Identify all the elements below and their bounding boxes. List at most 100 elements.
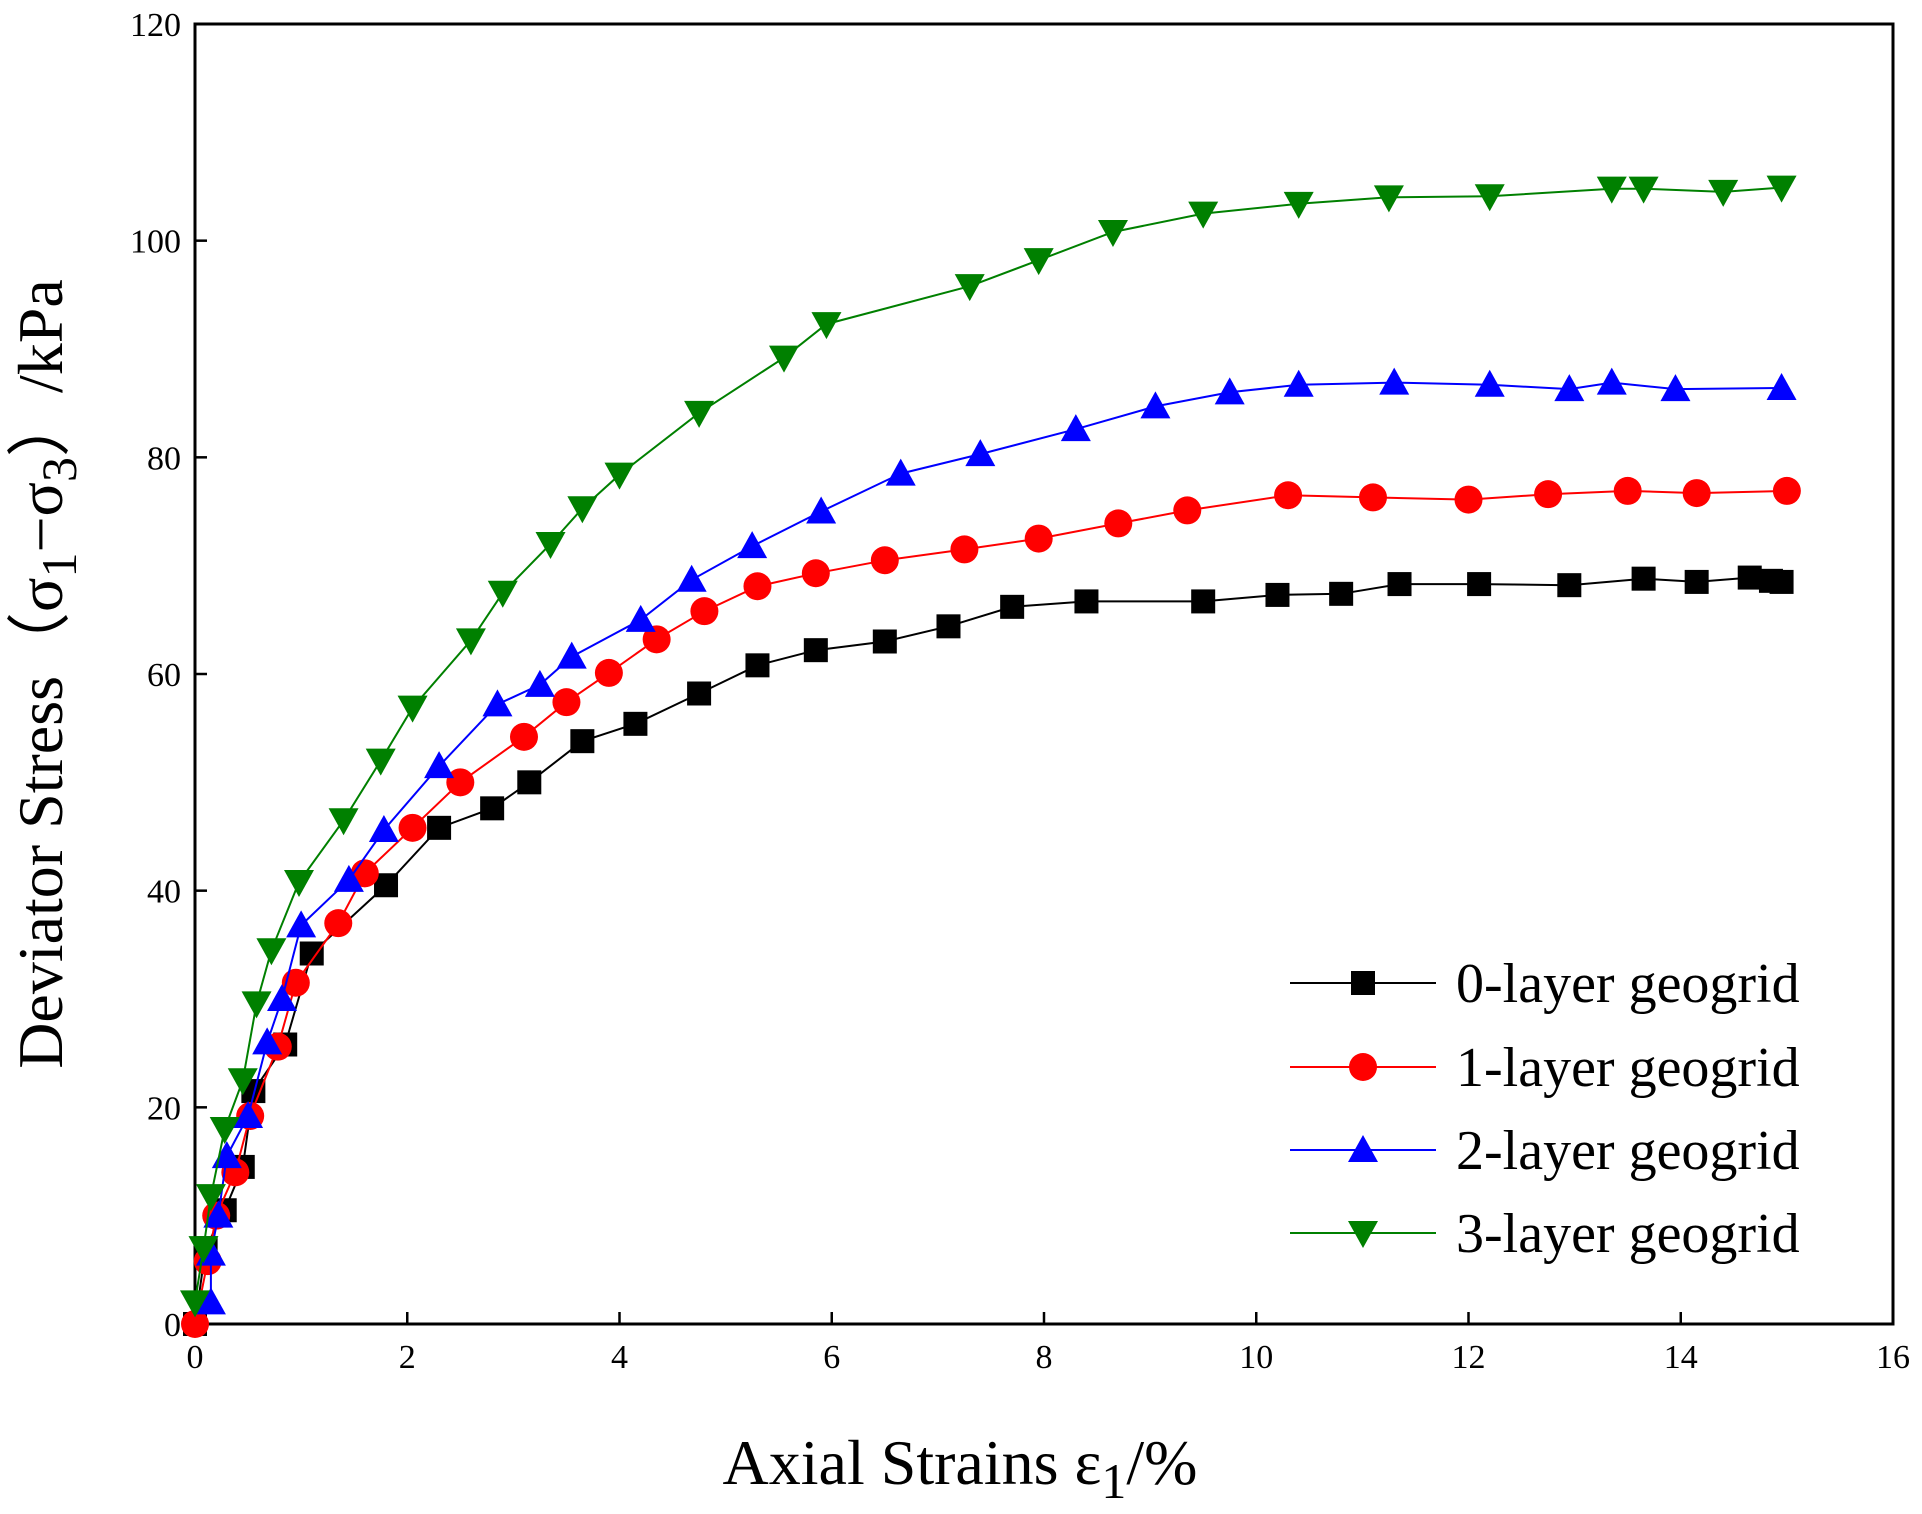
data-point	[365, 748, 396, 776]
data-point	[1631, 566, 1656, 591]
legend-label: 2-layer geogrid	[1456, 1120, 1800, 1182]
data-point	[1769, 569, 1794, 594]
data-point	[1060, 414, 1091, 442]
data-point	[684, 400, 715, 428]
data-point	[1554, 374, 1585, 402]
data-point	[195, 1287, 226, 1315]
data-point	[1191, 589, 1216, 614]
series-2-layer-geogrid	[195, 367, 1797, 1315]
data-point	[768, 345, 799, 373]
data-point	[1265, 582, 1290, 607]
data-point	[1534, 480, 1563, 509]
data-point	[1628, 176, 1659, 204]
y-axis-title: Deviator Stress（σ1−σ3）/kPa	[5, 279, 87, 1069]
y-tick-label: 20	[147, 1090, 181, 1127]
data-point	[1214, 377, 1245, 405]
data-point	[427, 815, 452, 840]
data-point	[1274, 481, 1303, 510]
data-point	[1596, 367, 1627, 395]
data-point	[1173, 496, 1202, 525]
data-point	[965, 439, 996, 467]
legend-label: 3-layer geogrid	[1456, 1203, 1800, 1265]
series-line	[194, 186, 1782, 1303]
data-point	[801, 559, 830, 588]
x-tick-label: 12	[1452, 1339, 1486, 1376]
legend-item: 3-layer geogrid	[1290, 1203, 1800, 1265]
data-point	[737, 531, 768, 559]
data-point	[324, 909, 353, 938]
data-point	[567, 496, 598, 524]
data-point	[1283, 369, 1314, 397]
data-point	[1000, 594, 1025, 619]
legend-label: 0-layer geogrid	[1456, 953, 1800, 1015]
data-point	[1373, 185, 1404, 213]
data-point	[623, 711, 648, 736]
data-point	[950, 535, 979, 564]
data-point	[745, 653, 770, 678]
y-tick-label: 40	[147, 874, 181, 911]
x-tick-label: 14	[1664, 1339, 1698, 1376]
data-point	[1358, 483, 1387, 512]
data-point	[811, 312, 842, 340]
legend-item: 2-layer geogrid	[1290, 1120, 1800, 1182]
data-point	[1379, 367, 1410, 395]
data-point	[1283, 191, 1314, 219]
data-point	[1387, 572, 1412, 597]
y-tick-label: 80	[147, 440, 181, 477]
data-point	[188, 1236, 219, 1264]
data-point	[480, 796, 505, 821]
legend-item: 1-layer geogrid	[1290, 1037, 1800, 1099]
data-point	[1104, 509, 1133, 538]
data-point	[1474, 184, 1505, 212]
data-point	[233, 1101, 264, 1128]
data-point	[642, 625, 671, 654]
data-point	[556, 641, 587, 669]
data-point	[424, 751, 455, 779]
data-point	[211, 1141, 242, 1169]
data-point	[482, 689, 513, 717]
legend-marker	[1348, 1135, 1378, 1162]
x-tick-label: 2	[399, 1339, 416, 1376]
data-point	[333, 864, 364, 892]
x-tick-label: 10	[1239, 1339, 1273, 1376]
data-point	[397, 695, 428, 723]
data-point	[398, 813, 427, 842]
series-3-layer-geogrid	[180, 175, 1797, 1318]
data-point	[1474, 369, 1505, 397]
data-point	[1074, 589, 1099, 614]
data-point	[509, 722, 538, 751]
data-point	[368, 815, 399, 842]
x-tick-label: 4	[611, 1339, 628, 1376]
data-point	[676, 564, 707, 592]
legend: 0-layer geogrid 1-layer geogrid 2-layer ge…	[1290, 953, 1800, 1265]
data-point	[1023, 248, 1054, 276]
data-point	[1766, 373, 1797, 400]
data-point	[1684, 569, 1709, 594]
data-point	[1557, 573, 1582, 598]
data-point	[1772, 476, 1801, 505]
data-point	[328, 808, 359, 836]
data-point	[803, 638, 828, 663]
data-point	[1329, 581, 1354, 606]
axis-ticks: 0 2 4 6 8 10 12 14 16 0 20 40 60 80 100 120	[130, 7, 1910, 1376]
data-point	[203, 1200, 234, 1228]
series-layer	[180, 175, 1801, 1338]
data-point	[487, 580, 518, 608]
legend-marker	[1351, 971, 1375, 995]
series-line	[209, 381, 1782, 1303]
y-tick-label: 0	[164, 1307, 181, 1344]
data-point	[181, 1310, 209, 1338]
data-point	[241, 991, 272, 1019]
data-point	[1682, 479, 1711, 508]
data-point	[286, 910, 317, 938]
data-point	[267, 984, 298, 1011]
data-point	[570, 729, 595, 754]
data-point	[1660, 374, 1691, 402]
data-point	[446, 768, 475, 797]
x-tick-label: 8	[1036, 1339, 1053, 1376]
data-point	[552, 688, 581, 717]
data-point	[625, 604, 656, 632]
x-axis-title: Axial Strains ε1/%	[723, 1427, 1198, 1509]
data-point	[687, 681, 712, 706]
data-point	[690, 597, 719, 626]
